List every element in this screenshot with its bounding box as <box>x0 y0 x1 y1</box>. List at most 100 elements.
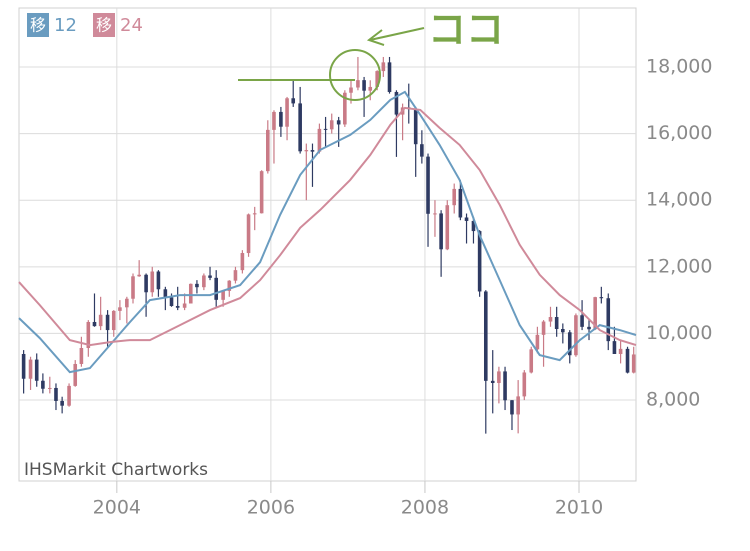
candle-body <box>323 128 328 130</box>
candle-body <box>356 80 360 88</box>
candle-body <box>41 380 45 389</box>
candle-body <box>54 387 58 401</box>
candle-body <box>125 298 129 308</box>
candle-body <box>503 371 507 401</box>
candle-body <box>259 171 264 214</box>
legend-label: 24 <box>120 15 143 36</box>
x-tick-label: 2006 <box>247 497 295 519</box>
candle-body <box>483 291 488 381</box>
candle-body <box>433 213 437 215</box>
candle-body <box>291 98 296 104</box>
annotation-text: ココ <box>428 8 504 52</box>
marks <box>18 56 637 434</box>
candle-body <box>279 111 283 127</box>
candle-body <box>510 400 514 415</box>
candle-body <box>150 271 155 293</box>
x-tick-label: 2008 <box>401 497 449 519</box>
candle-body <box>304 150 309 152</box>
candle-body <box>34 359 39 381</box>
candle-body <box>329 120 334 130</box>
candle-body <box>317 128 322 152</box>
candle-body <box>580 315 584 327</box>
candle-body <box>137 274 141 277</box>
candle-body <box>48 387 52 389</box>
legend-badge <box>93 13 115 37</box>
candle-body <box>221 290 225 300</box>
annotation-circle <box>329 49 381 101</box>
legend-badge-text: 移 <box>96 16 112 35</box>
candle-body <box>79 347 84 364</box>
candle-body <box>310 150 315 152</box>
candle-body <box>362 80 366 91</box>
candle-body <box>233 270 238 281</box>
candle-body <box>202 275 206 288</box>
annotation-arrow <box>369 27 425 41</box>
candle-body <box>464 217 469 221</box>
candle-body <box>240 253 245 271</box>
candle-body <box>98 314 103 327</box>
candle-body <box>86 321 91 348</box>
x-tick-label: 2010 <box>555 497 603 519</box>
candle-body <box>272 111 276 130</box>
candle-body <box>375 71 379 87</box>
x-tick-label: 2004 <box>93 497 141 519</box>
candle-body <box>144 274 148 293</box>
legend-label: 12 <box>54 15 77 36</box>
candle-body <box>394 91 399 115</box>
grid <box>19 8 636 493</box>
candle-body <box>252 213 257 215</box>
candle-body <box>246 214 251 254</box>
candle-body <box>541 321 546 335</box>
candle-body <box>28 359 33 379</box>
candle-body <box>214 277 218 300</box>
candle-body <box>266 129 270 172</box>
y-tick-label: 12,000 <box>646 255 712 277</box>
candle-body <box>336 120 341 125</box>
candle-body <box>593 297 597 330</box>
candle-body <box>497 371 501 384</box>
y-tick-label: 14,000 <box>646 189 712 211</box>
candle-body <box>67 385 71 406</box>
candle-body <box>387 62 392 92</box>
watermark: IHSMarkit Chartworks <box>24 460 208 480</box>
candle-body <box>413 109 418 145</box>
candle-body <box>439 213 443 250</box>
candle-body <box>60 400 64 406</box>
candle-body <box>445 205 450 250</box>
candle-body <box>285 98 289 127</box>
y-tick-label: 16,000 <box>646 122 712 144</box>
candle-body <box>381 62 386 72</box>
candle-body <box>163 289 168 298</box>
candle-body <box>548 317 553 322</box>
candle-body <box>188 283 193 304</box>
candle-body <box>349 87 353 93</box>
legend-badge-text: 移 <box>30 16 46 35</box>
candle-body <box>118 307 122 311</box>
ma-line <box>18 90 637 374</box>
candle-body <box>535 334 540 350</box>
candle-body <box>182 303 187 308</box>
y-tick-label: 10,000 <box>646 322 712 344</box>
y-tick-label: 18,000 <box>646 55 712 77</box>
candle-body <box>574 315 578 356</box>
candle-body <box>612 341 617 354</box>
candle-body <box>587 326 591 330</box>
labels: 8,000 10,000 12,000 14,000 16,000 18,000 2004 2… <box>27 13 712 519</box>
candle-body <box>471 220 476 232</box>
candle-body <box>426 156 430 214</box>
candle-body <box>606 298 611 342</box>
plot-frame <box>18 7 637 482</box>
candle-body <box>208 275 212 278</box>
candle-body <box>599 297 604 299</box>
candle-body <box>368 86 373 91</box>
candle-body <box>516 396 520 415</box>
candle-body <box>631 354 636 373</box>
y-tick-label: 8,000 <box>646 389 700 411</box>
candle-body <box>567 332 572 356</box>
candle-body <box>452 188 457 206</box>
candle-body <box>420 144 424 157</box>
candle-body <box>169 297 174 306</box>
candle-body <box>490 380 495 384</box>
candle-body <box>105 314 110 331</box>
